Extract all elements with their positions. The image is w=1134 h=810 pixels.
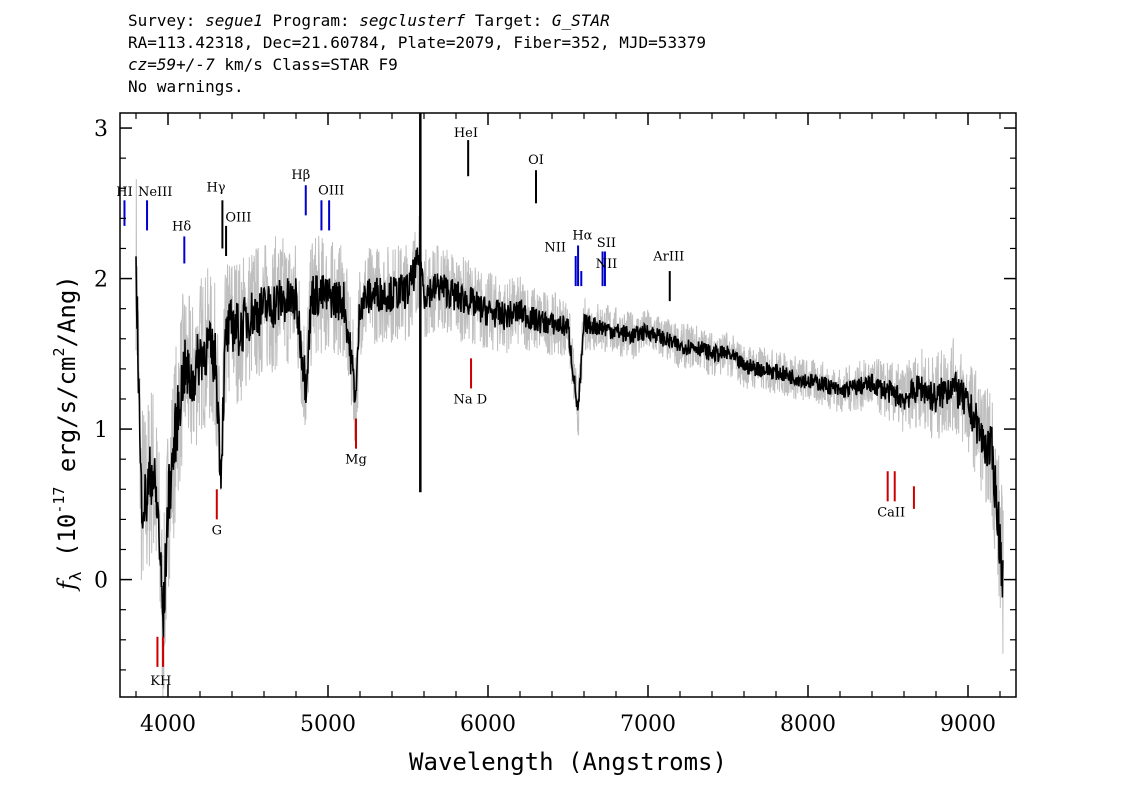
emission-line-label: NII: [596, 257, 618, 272]
plot-frame: [119, 112, 1017, 698]
emission-line-label: ArIII: [652, 250, 684, 265]
absorption-line-label: CaII: [877, 505, 905, 520]
x-tick-label: 5000: [300, 712, 356, 737]
class-text: km/s Class=STAR F9: [214, 55, 398, 74]
emission-line-label: HeI: [454, 126, 478, 141]
survey-label: Survey:: [128, 11, 196, 30]
spectrum-header: Survey: segue1 Program: segclusterf Targ…: [128, 10, 706, 98]
y-axis-title: fλ (10-17 erg/s/cm2/Ang): [50, 275, 85, 592]
plot-area: [135, 113, 1004, 697]
emission-line-label: SII: [597, 236, 616, 251]
absorption-line-label: Mg: [345, 453, 367, 468]
emission-line-label: OIII: [225, 210, 251, 225]
emission-line-label: OIII: [318, 183, 344, 198]
emission-line-label: Hγ: [206, 180, 225, 195]
emission-line-label: Hα: [572, 228, 592, 243]
spectral-line-markers: HI NeIIIHδHγOIIIHβOIIIHeIOINIIHαSIINIIArI…: [116, 126, 915, 689]
emission-line-label: Hβ: [291, 168, 310, 183]
x-tick-label: 8000: [780, 712, 836, 737]
flux-spectrum: [135, 240, 1004, 638]
y-tick-label: 3: [94, 117, 108, 142]
y-tick-label: 1: [94, 418, 108, 443]
x-tick-label: 9000: [940, 712, 996, 737]
header-line-1: Survey: segue1 Program: segclusterf Targ…: [128, 10, 706, 32]
target-label: Target:: [474, 11, 543, 30]
cz-value: cz=59+/-7: [128, 55, 215, 74]
svg-text:fλ (10-17 erg/s/cm2/Ang): fλ (10-17 erg/s/cm2/Ang): [50, 275, 85, 592]
header-line-2: RA=113.42318, Dec=21.60784, Plate=2079, …: [128, 33, 706, 52]
header-line-4: No warnings.: [128, 77, 244, 96]
absorption-line-label: G: [212, 523, 222, 538]
absorption-line-label: KH: [150, 674, 171, 689]
survey-value: segue1: [205, 11, 263, 30]
error-spectrum: [135, 179, 1004, 697]
x-tick-label: 6000: [460, 712, 516, 737]
target-value: G_STAR: [551, 11, 610, 30]
axes: 4000 5000 6000 7000 8000 9000 0 1 2 3: [94, 113, 1016, 737]
emission-line-label: NII: [544, 240, 566, 255]
y-tick-label: 2: [94, 268, 108, 293]
y-tick-label: 0: [94, 569, 108, 594]
absorption-line-label: Na D: [454, 392, 488, 407]
header-line-3: cz=59+/-7 km/s Class=STAR F9: [128, 54, 706, 76]
emission-line-label: NeIII: [138, 185, 172, 200]
x-tick-label: 4000: [140, 712, 196, 737]
x-tick-label: 7000: [620, 712, 676, 737]
program-label: Program:: [272, 11, 350, 30]
x-axis-title: Wavelength (Angstroms): [409, 748, 727, 776]
emission-line-label: OI: [528, 153, 544, 168]
emission-line-label: Hδ: [172, 219, 191, 234]
emission-line-label: HI: [116, 185, 132, 200]
program-value: segclusterf: [359, 11, 466, 30]
